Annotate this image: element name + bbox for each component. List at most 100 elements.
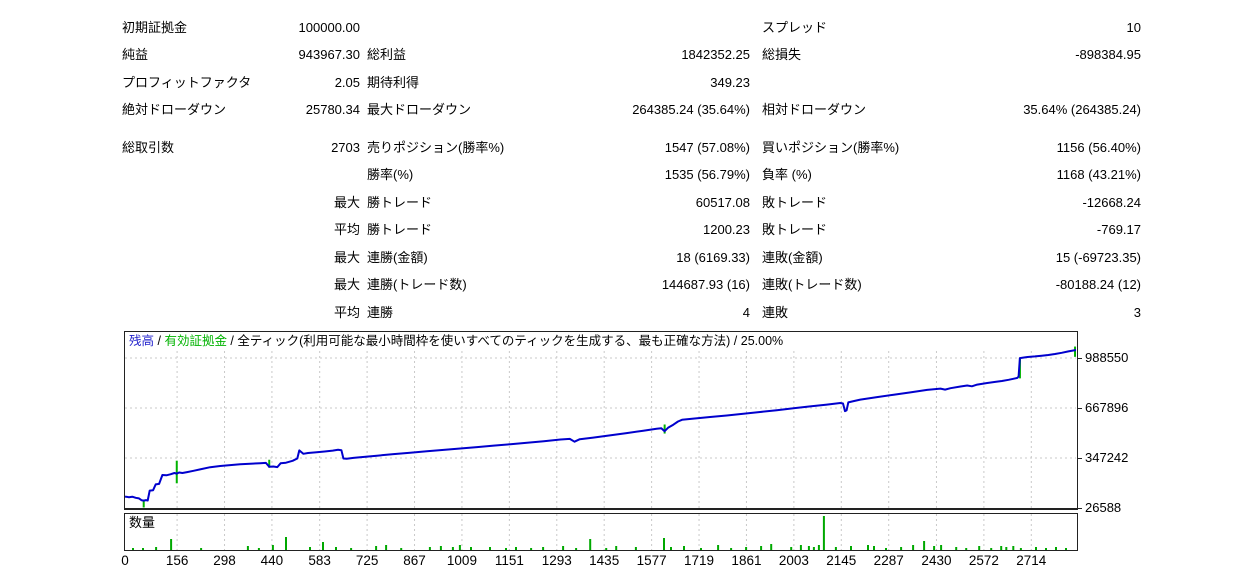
- volume-bar: [885, 548, 887, 550]
- volume-bar: [562, 546, 565, 550]
- volume-bar: [900, 547, 903, 550]
- stat-value: 平均: [333, 304, 360, 320]
- volume-bar: [730, 548, 733, 550]
- stat-value: 264385.24 (35.64%): [632, 102, 750, 118]
- legend-model-label: 全ティック(利用可能な最小時間枠を使いすべてのティックを生成する、最も正確な方法…: [237, 334, 731, 348]
- x-axis-label: 298: [213, 553, 236, 568]
- stat-label: 連勝(金額): [367, 249, 428, 265]
- volume-bar: [322, 542, 324, 550]
- volume-canvas: [132, 514, 1067, 550]
- volume-bar: [965, 548, 968, 550]
- stat-label: 絶対ドローダウン: [122, 102, 227, 118]
- volume-bar: [489, 547, 491, 550]
- x-axis-label: 1719: [684, 553, 715, 568]
- volume-bar: [575, 548, 578, 550]
- stat-value: 最大: [333, 249, 360, 265]
- volume-bar: [1035, 547, 1037, 550]
- stat-label: 連勝(トレード数): [367, 277, 467, 293]
- volume-bar: [246, 546, 249, 550]
- volume-bar: [542, 547, 545, 550]
- x-axis-label: 725: [355, 553, 379, 568]
- volume-bar: [200, 548, 203, 550]
- stat-label: 連敗(トレード数): [762, 277, 862, 293]
- stat-value: 1547 (57.08%): [664, 139, 750, 155]
- stat-value: 349.23: [710, 74, 750, 90]
- stat-label: 最大ドローダウン: [367, 102, 472, 118]
- volume-bar: [873, 546, 875, 550]
- volume-bar: [700, 548, 702, 550]
- volume-bar: [799, 545, 802, 550]
- stat-value: 18 (6169.33): [676, 249, 750, 265]
- volume-bar: [790, 547, 793, 550]
- volume-bar: [817, 545, 820, 550]
- stat-value: -898384.95: [1075, 47, 1141, 63]
- stats-row: 勝率(%) 1535 (56.79%) 負率 (%) 1168 (43.21%): [122, 162, 1141, 190]
- volume-bar: [605, 548, 608, 550]
- volume-bar: [1005, 547, 1008, 550]
- stats-row: 純益 943967.30 総利益 1842352.25 総損失 -898384.95: [122, 42, 1141, 70]
- volume-bar: [634, 547, 637, 550]
- y-tick-mark: [1078, 458, 1082, 459]
- stat-value: 1200.23: [703, 222, 750, 238]
- volume-bar: [615, 546, 618, 550]
- volume-bar: [170, 539, 173, 550]
- y-axis-label: 347242: [1085, 450, 1129, 465]
- volume-bar: [717, 545, 720, 550]
- y-tick-mark: [1078, 358, 1082, 359]
- volume-bar: [589, 539, 592, 550]
- stat-label: 連勝: [367, 304, 394, 320]
- stat-value: 平均: [333, 222, 360, 238]
- stat-label: 勝率(%): [367, 167, 414, 183]
- volume-bar: [451, 547, 454, 550]
- y-tick-mark: [1078, 408, 1082, 409]
- stats-row: 平均 勝トレード 1200.23 敗トレード -769.17: [122, 217, 1141, 245]
- volume-bar: [271, 545, 274, 550]
- legend-quality-label: 25.00%: [740, 334, 784, 348]
- volume-bar: [155, 547, 158, 550]
- volume-bar: [923, 541, 926, 550]
- volume-bar: [745, 547, 748, 550]
- stat-value: 144687.93 (16): [661, 277, 750, 293]
- y-tick-mark: [1078, 508, 1082, 509]
- volume-bar: [912, 545, 915, 550]
- volume-bar: [683, 546, 685, 550]
- volume-bar: [867, 545, 869, 550]
- volume-bar: [385, 545, 388, 550]
- x-axis-label: 2287: [873, 553, 904, 568]
- x-axis-label: 440: [260, 553, 284, 568]
- x-axis-label: 1435: [589, 553, 620, 568]
- x-axis-label: 1577: [636, 553, 667, 568]
- stat-label: 連敗: [762, 304, 789, 320]
- volume-bar: [955, 547, 958, 550]
- volume-bar: [285, 537, 287, 550]
- stats-row: プロフィットファクタ 2.05 期待利得 349.23: [122, 69, 1141, 97]
- volume-bar: [978, 546, 981, 550]
- x-axis-label: 1861: [731, 553, 762, 568]
- volume-bar: [1012, 546, 1015, 550]
- y-axis-label: 667896: [1085, 400, 1129, 415]
- stats-row: 総取引数 2703 売りポジション(勝率%) 1547 (57.08%) 買いポジション…: [122, 134, 1141, 162]
- stat-label: 期待利得: [367, 74, 420, 90]
- volume-panel: 数量: [124, 513, 1078, 551]
- volume-bar: [530, 548, 533, 550]
- balance-chart-canvas: [125, 346, 1076, 508]
- legend-separator: /: [226, 334, 238, 348]
- volume-bar: [335, 547, 337, 550]
- stats-row: 最大 連勝(トレード数) 144687.93 (16) 連敗(トレード数) -80188…: [122, 272, 1141, 300]
- volume-bar: [470, 547, 472, 550]
- stat-value: 10: [1126, 19, 1141, 35]
- stat-value: 100000.00: [298, 19, 360, 35]
- stat-value: -769.17: [1096, 222, 1141, 238]
- stat-label: 相対ドローダウン: [762, 102, 867, 118]
- volume-bar: [933, 546, 936, 550]
- stat-value: 4: [742, 304, 750, 320]
- stats-row: 最大 連勝(金額) 18 (6169.33) 連敗(金額) 15 (-69723.35): [122, 244, 1141, 272]
- stats-row: 最大 勝トレード 60517.08 敗トレード -12668.24: [122, 189, 1141, 217]
- volume-bar: [663, 538, 665, 550]
- volume-bar: [834, 547, 837, 550]
- volume-bar: [850, 546, 852, 550]
- volume-bar: [142, 548, 144, 550]
- x-axis-label: 1151: [494, 553, 524, 568]
- stat-value: 25780.34: [305, 102, 360, 118]
- volume-bar: [309, 547, 311, 550]
